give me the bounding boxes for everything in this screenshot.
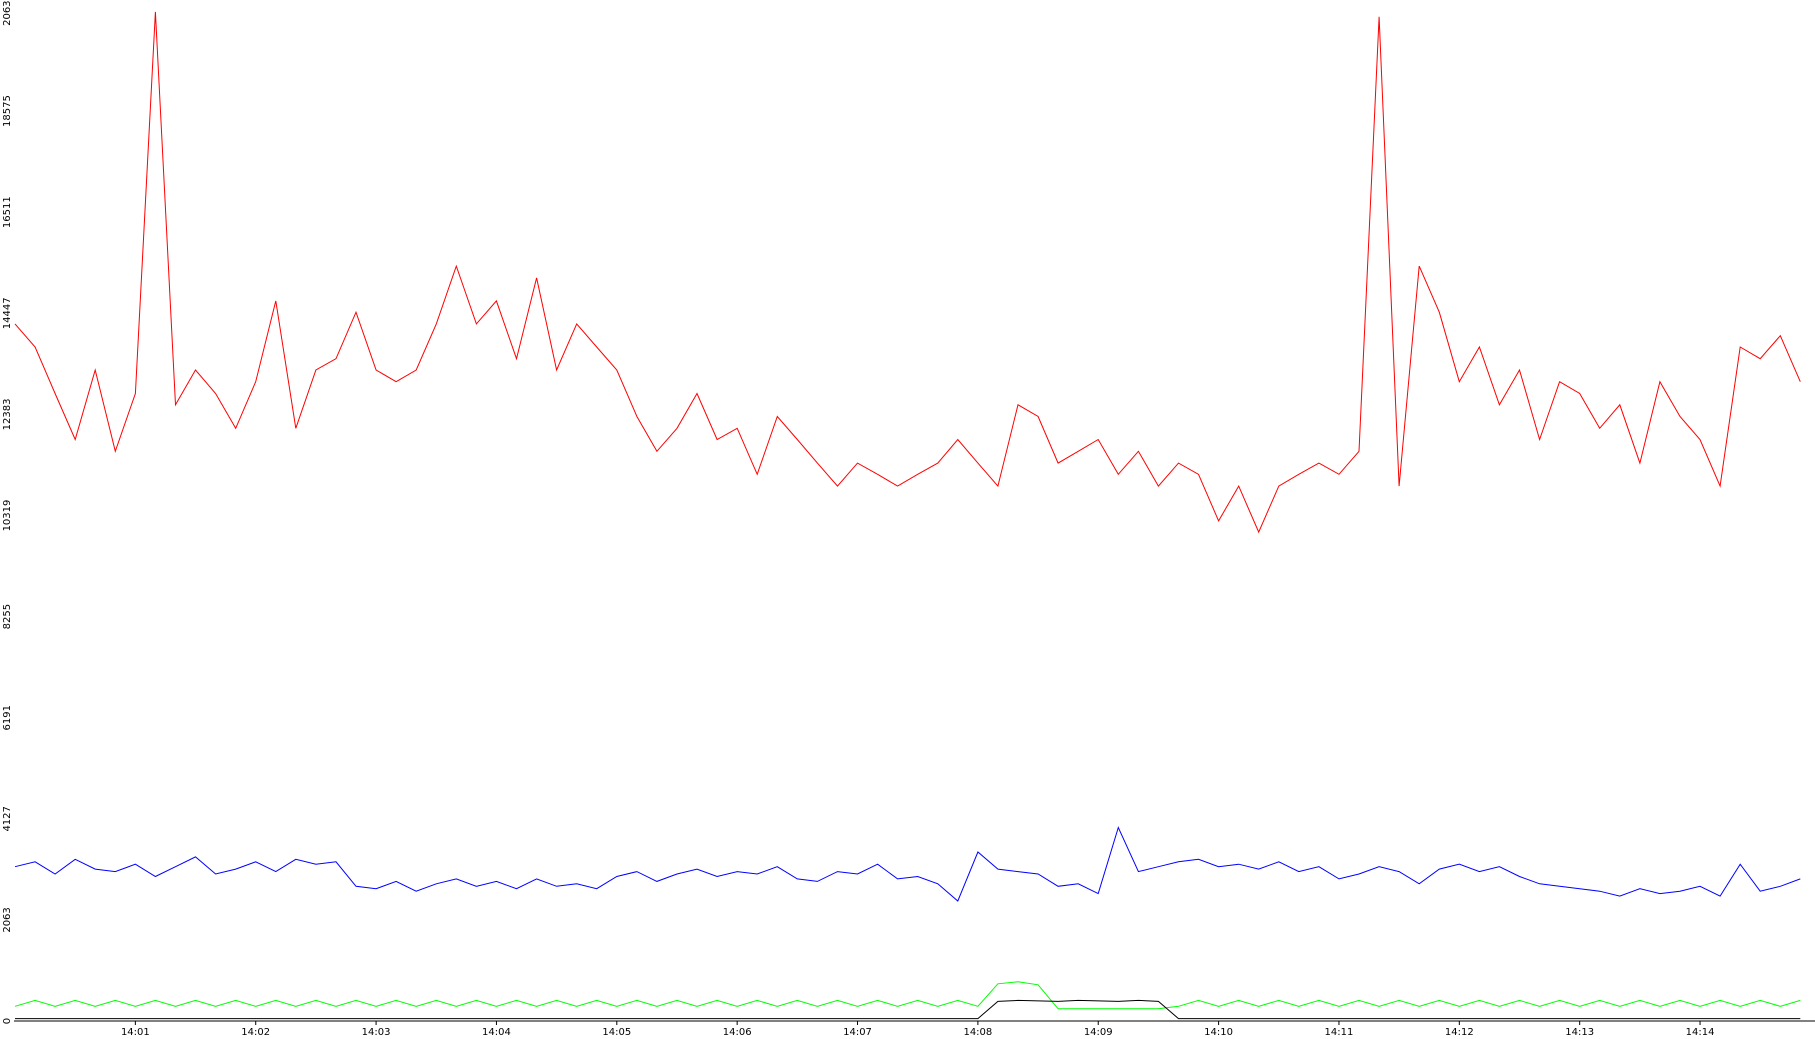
x-tick-label: 14:01 (121, 1027, 150, 1038)
y-tick-label: 16511 (2, 196, 13, 228)
x-tick-label: 14:08 (963, 1027, 992, 1038)
y-tick-label: 2063 (2, 907, 13, 932)
x-tick-label: 14:06 (723, 1027, 752, 1038)
x-tick-label: 14:14 (1686, 1027, 1715, 1038)
y-tick-label: 6191 (2, 705, 13, 730)
y-tick-label: 14447 (2, 297, 13, 329)
x-tick-label: 14:07 (843, 1027, 872, 1038)
y-tick-label: 18575 (2, 95, 13, 127)
x-tick-label: 14:03 (362, 1027, 391, 1038)
x-tick-label: 14:13 (1565, 1027, 1594, 1038)
y-tick-label: 4127 (2, 806, 13, 831)
series-line (14, 11, 1801, 534)
y-tick-label: 12383 (2, 399, 13, 431)
y-tick-label: 0 (2, 1018, 13, 1024)
x-tick-label: 14:11 (1325, 1027, 1354, 1038)
y-tick-label: 20639 (2, 0, 13, 26)
x-tick-label: 14:04 (482, 1027, 511, 1038)
series-line (14, 981, 1801, 1010)
y-tick-label: 8255 (2, 604, 13, 629)
x-tick-label: 14:02 (241, 1027, 270, 1038)
x-tick-label: 14:12 (1445, 1027, 1474, 1038)
series-line (15, 999, 1801, 1020)
series-line (14, 826, 1801, 902)
x-tick-label: 14:05 (602, 1027, 631, 1038)
y-tick-label: 10319 (2, 500, 13, 532)
x-tick-label: 14:09 (1084, 1027, 1113, 1038)
x-tick-label: 14:10 (1204, 1027, 1233, 1038)
